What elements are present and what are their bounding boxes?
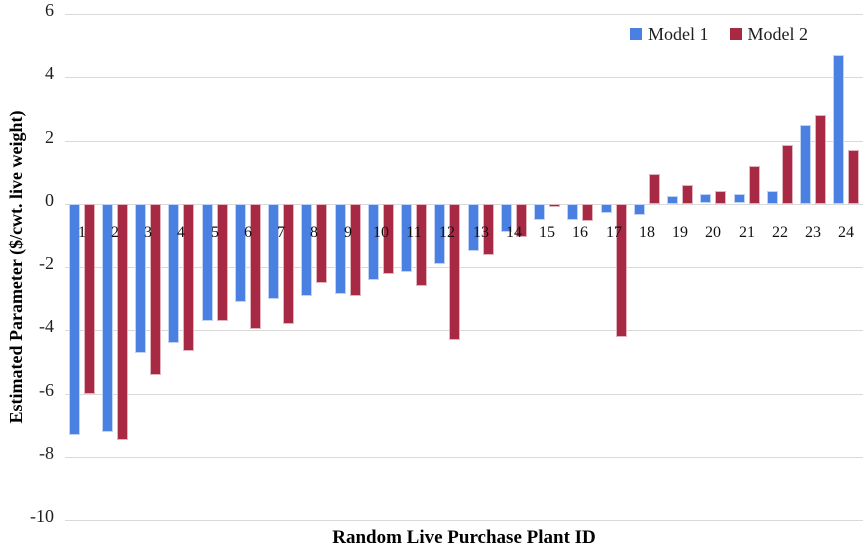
- category-label: 4: [177, 224, 185, 241]
- bar-model-1-plant-6: [235, 204, 246, 302]
- bar-model-2-plant-24: [848, 150, 859, 204]
- category-label: 7: [277, 224, 285, 241]
- category-label: 10: [373, 224, 389, 241]
- bar-model-2-plant-22: [782, 145, 793, 204]
- category-label: 11: [406, 224, 422, 241]
- category-label: 21: [739, 224, 755, 241]
- bar-model-2-plant-21: [749, 166, 760, 204]
- bar-model-2-plant-15: [549, 204, 560, 207]
- gridline: [65, 14, 863, 15]
- gridline: [65, 267, 863, 268]
- bar-model-2-plant-8: [316, 204, 327, 283]
- y-tick-label: -6: [39, 380, 54, 400]
- bar-model-2-plant-3: [150, 204, 161, 375]
- bar-model-2-plant-7: [283, 204, 294, 324]
- bar-model-1-plant-5: [202, 204, 213, 321]
- legend-item-model-2: Model 2: [729, 24, 809, 44]
- bar-model-1-plant-19: [667, 196, 678, 204]
- bar-model-1-plant-18: [634, 204, 645, 215]
- bar-model-1-plant-8: [301, 204, 312, 296]
- bar-model-1-plant-21: [734, 194, 745, 203]
- bar-model-1-plant-24: [833, 55, 844, 204]
- bar-model-1-plant-23: [800, 125, 811, 204]
- category-label: 23: [805, 224, 821, 241]
- bar-model-2-plant-2: [117, 204, 128, 440]
- bar-model-1-plant-9: [335, 204, 346, 294]
- category-label: 17: [606, 224, 622, 241]
- category-label: 20: [705, 224, 721, 241]
- legend-label-model-1: Model 1: [648, 24, 709, 44]
- category-label: 22: [772, 224, 788, 241]
- bar-model-2-plant-14: [516, 204, 527, 237]
- category-label: 9: [344, 224, 352, 241]
- bar-model-1-plant-22: [767, 191, 778, 204]
- category-label: 16: [572, 224, 588, 241]
- y-tick-label: -10: [30, 506, 54, 526]
- bar-model-2-plant-6: [250, 204, 261, 329]
- y-tick-label: -4: [39, 316, 54, 336]
- category-label: 2: [111, 224, 119, 241]
- bar-model-1-plant-12: [434, 204, 445, 264]
- category-label: 18: [639, 224, 655, 241]
- bar-model-2-plant-11: [416, 204, 427, 286]
- bar-model-1-plant-7: [268, 204, 279, 299]
- x-axis-title: Random Live Purchase Plant ID: [332, 527, 596, 548]
- bar-model-2-plant-10: [383, 204, 394, 274]
- bar-model-2-plant-18: [649, 174, 660, 204]
- category-label: 15: [539, 224, 555, 241]
- legend-swatch-model-2: [729, 28, 742, 40]
- category-label: 6: [244, 224, 252, 241]
- bar-model-1-plant-4: [168, 204, 179, 343]
- category-label: 3: [144, 224, 152, 241]
- bar-model-1-plant-17: [601, 204, 612, 213]
- category-label: 5: [211, 224, 219, 241]
- category-label: 8: [310, 224, 318, 241]
- bar-model-2-plant-4: [183, 204, 194, 351]
- bar-model-2-plant-9: [350, 204, 361, 296]
- bar-model-1-plant-16: [567, 204, 578, 220]
- y-tick-label: -8: [39, 443, 54, 463]
- bar-model-1-plant-20: [700, 194, 711, 203]
- gridline: [65, 520, 863, 521]
- bar-model-2-plant-23: [815, 115, 826, 204]
- category-label: 12: [439, 224, 455, 241]
- y-tick-label: -2: [39, 253, 54, 273]
- legend: Model 1 Model 2: [630, 25, 808, 43]
- bar-model-2-plant-13: [483, 204, 494, 255]
- legend-label-model-2: Model 2: [747, 24, 809, 44]
- bar-model-1-plant-15: [534, 204, 545, 220]
- gridline: [65, 330, 863, 331]
- bar-model-2-plant-20: [715, 191, 726, 204]
- bar-model-1-plant-2: [102, 204, 113, 432]
- category-label: 13: [473, 224, 489, 241]
- bar-model-2-plant-17: [616, 204, 627, 337]
- legend-swatch-model-1: [630, 28, 642, 40]
- y-tick-label: 2: [45, 127, 54, 147]
- category-label: 1: [78, 224, 86, 241]
- bar-model-2-plant-1: [84, 204, 95, 394]
- bar-model-2-plant-19: [682, 185, 693, 204]
- bar-model-1-plant-14: [501, 204, 512, 232]
- category-label: 19: [672, 224, 688, 241]
- gridline: [65, 394, 863, 395]
- bar-model-2-plant-5: [217, 204, 228, 321]
- y-tick-label: 0: [45, 190, 54, 210]
- category-label: 14: [506, 224, 522, 241]
- bar-model-1-plant-3: [135, 204, 146, 353]
- legend-item-model-1: Model 1: [630, 25, 709, 43]
- bar-model-1-plant-11: [401, 204, 412, 272]
- gridline: [65, 204, 863, 205]
- gridline: [65, 457, 863, 458]
- bar-model-1-plant-10: [368, 204, 379, 280]
- bar-model-1-plant-13: [468, 204, 479, 251]
- bar-model-2-plant-16: [582, 204, 593, 221]
- y-tick-label: 4: [45, 63, 54, 83]
- bar-model-2-plant-12: [449, 204, 460, 340]
- category-label: 24: [838, 224, 854, 241]
- gridline: [65, 77, 863, 78]
- gridline: [65, 141, 863, 142]
- bar-model-1-plant-1: [69, 204, 80, 435]
- y-tick-label: 6: [45, 0, 54, 20]
